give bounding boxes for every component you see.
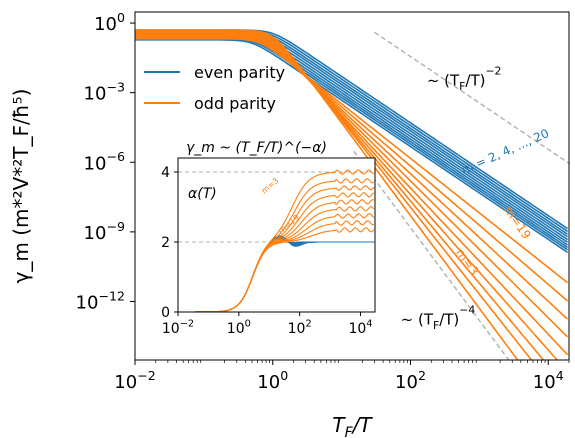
- inset-ytick-label-0: 0: [161, 305, 170, 321]
- reference-line-1: [353, 150, 510, 360]
- odd-curve-6: [135, 36, 569, 320]
- odd-curve-7: [135, 37, 569, 302]
- main-ytick-label-3: 10−9: [84, 219, 125, 244]
- inset-y-ticks: 0 2 4: [161, 165, 178, 321]
- legend-odd-label: odd parity: [194, 94, 276, 113]
- main-ytick-label-0: 100: [94, 10, 125, 35]
- inset-xtick-label-3: 104: [348, 319, 372, 337]
- even-curve-9: [135, 38, 568, 254]
- main-xtick-label-3: 104: [533, 368, 564, 393]
- reference-line-0: [374, 31, 569, 164]
- inset-xtick-label-1: 100: [227, 319, 251, 337]
- ann-ref4: ~ (TF/T)−4: [401, 303, 476, 332]
- main-ytick-label-2: 10−6: [84, 149, 125, 174]
- odd-curve-4: [135, 34, 569, 356]
- inset-axes-frame: [177, 157, 376, 313]
- inset-x-ticks: 10−2 100 102 104: [162, 312, 373, 337]
- inset-xtick-label-0: 10−2: [162, 319, 194, 337]
- odd-curve-8: [135, 37, 569, 284]
- odd-curve-5: [135, 35, 569, 338]
- odd-curve-0: [135, 29, 519, 360]
- main-series: [135, 29, 569, 360]
- odd-curve-2: [135, 31, 545, 360]
- main-ytick-label-4: 10−12: [76, 288, 125, 313]
- x-axis-label: TF/T: [332, 413, 373, 438]
- main-ytick-label-1: 10−3: [84, 80, 125, 105]
- ann-ref2: ~ (TF/T)−2: [427, 64, 502, 93]
- main-reference-lines: [353, 31, 569, 360]
- odd-curve-1: [135, 30, 533, 360]
- legend-even-label: even parity: [194, 63, 285, 82]
- legend: even parity odd parity: [144, 63, 285, 113]
- inset-title: γ_m ~ (T_F/T)^(−α): [186, 140, 327, 156]
- inset-inner-label: α(T): [188, 186, 217, 202]
- main-x-ticks: 10−2 100 102 104: [114, 360, 570, 393]
- main-xtick-label-0: 10−2: [114, 368, 155, 393]
- odd-curve-3: [135, 32, 559, 360]
- main-axes-frame: [134, 11, 570, 361]
- main-xtick-label-2: 102: [395, 368, 426, 393]
- main-y-ticks: 100 10−3 10−6 10−9 10−12: [76, 10, 135, 313]
- inset-ytick-label-1: 2: [161, 235, 170, 251]
- main-xtick-label-1: 100: [257, 368, 288, 393]
- inset-ytick-label-2: 4: [161, 165, 170, 181]
- inset-xtick-label-2: 102: [288, 319, 312, 337]
- inset-plot: 10−2 100 102 104 024 m=3m=19 γ_m ~ (T_F/T)^…: [161, 140, 376, 337]
- y-axis-label: γ_m (m*²V*²T_F/ħ⁵): [9, 89, 33, 284]
